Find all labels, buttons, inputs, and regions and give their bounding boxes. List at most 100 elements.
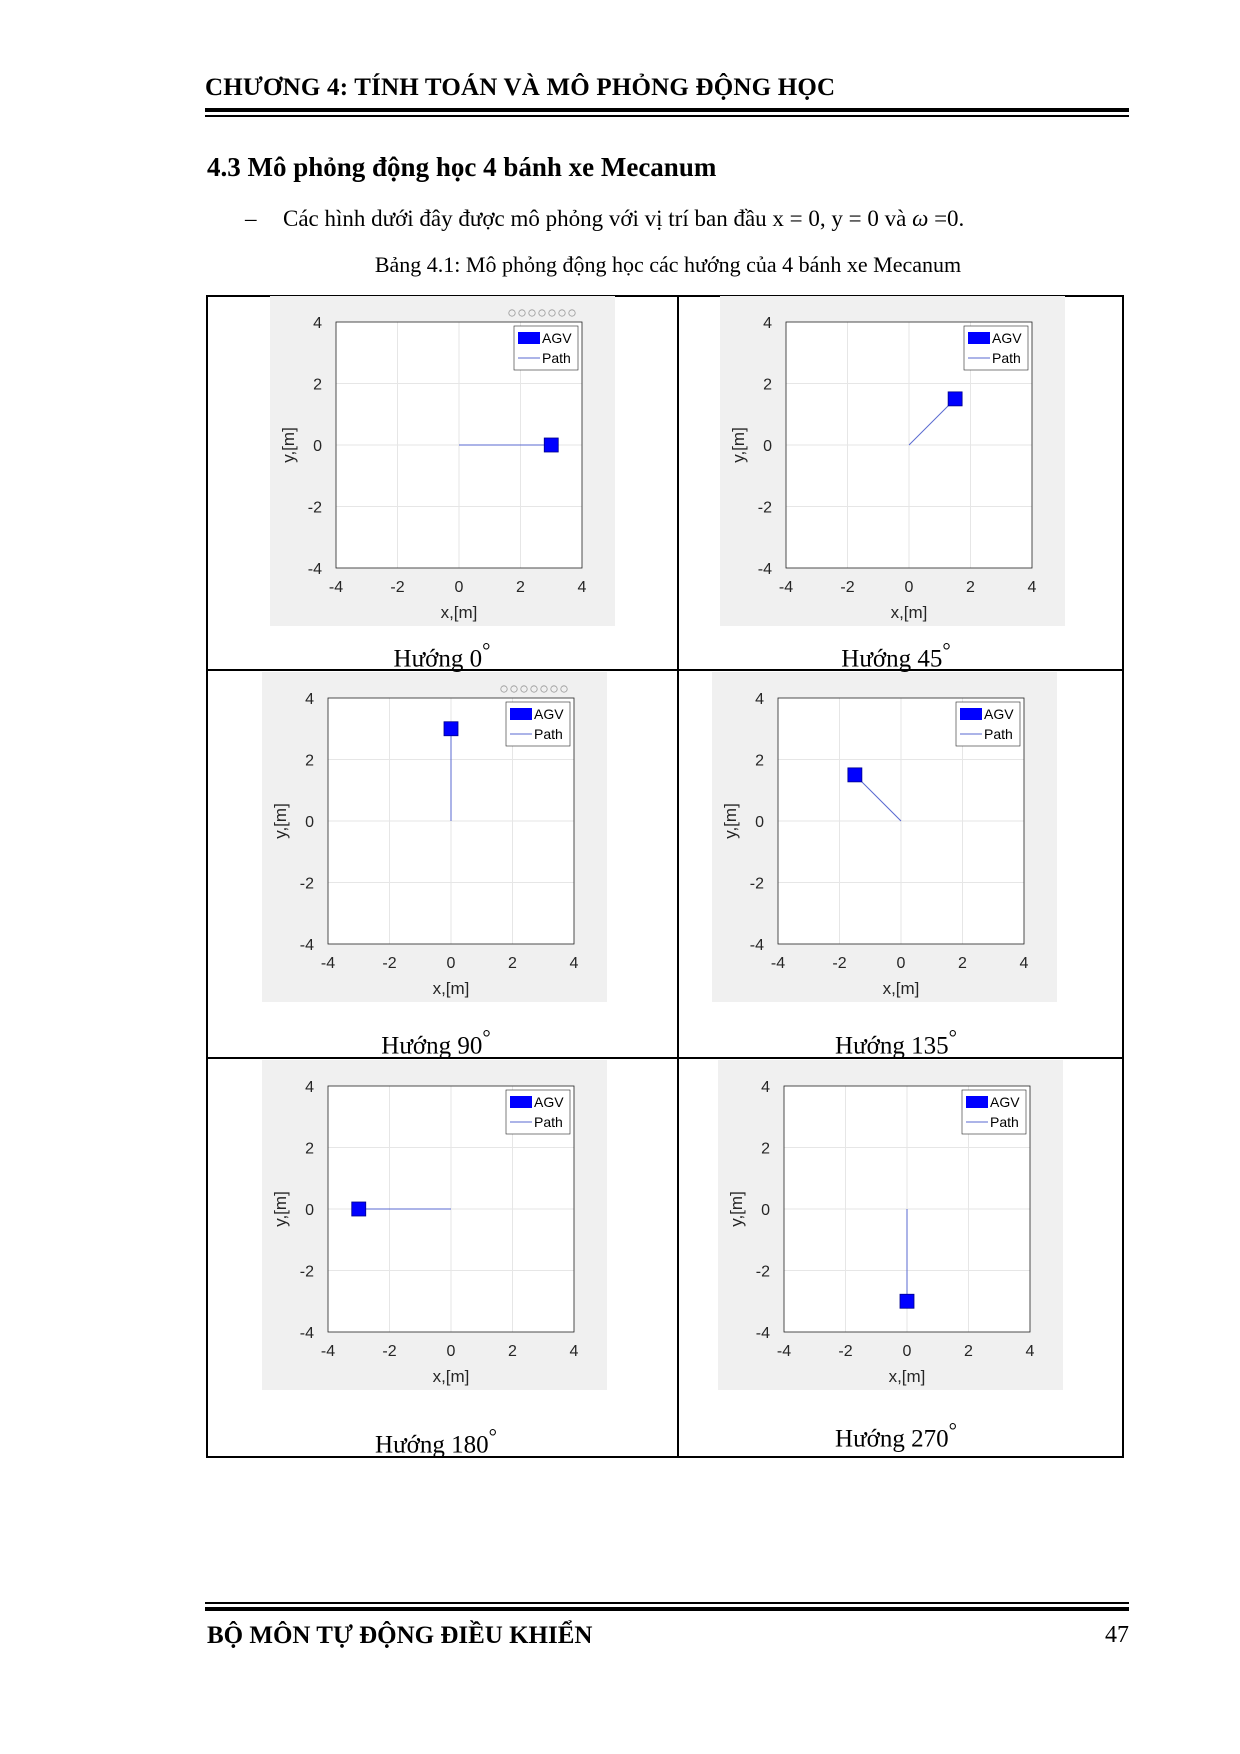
axes-box	[777, 697, 1025, 945]
x-tick-label: 0	[897, 955, 906, 972]
x-tick-label: -2	[382, 1343, 396, 1360]
x-tick-label: 0	[447, 1343, 456, 1360]
label-heading-90: Hướng 90°	[381, 1025, 491, 1060]
agv-marker	[543, 437, 559, 453]
x-tick-label: 4	[570, 1343, 579, 1360]
y-tick-label: -2	[300, 1264, 314, 1281]
y-tick-label: -2	[756, 1264, 770, 1281]
toolbar-glyph-icon	[528, 309, 536, 317]
y-tick-label: 0	[305, 1202, 314, 1219]
toolbar-glyph-icon	[560, 685, 568, 693]
chapter-header: CHƯƠNG 4: TÍNH TOÁN VÀ MÔ PHỎNG ĐỘNG HỌC	[205, 74, 836, 101]
y-tick-label: -4	[308, 561, 322, 578]
toolbar-glyph-icon	[500, 685, 508, 693]
x-axis-label: x,[m]	[889, 1367, 926, 1386]
agv-marker	[443, 721, 459, 737]
y-tick-label: 4	[305, 1079, 314, 1096]
y-tick-label: 0	[313, 438, 322, 455]
x-tick-label: -4	[771, 955, 785, 972]
toolbar-glyph-icon	[548, 309, 556, 317]
toolbar-glyph-icon	[530, 685, 538, 693]
path-line	[854, 774, 902, 822]
label-heading-270: Hướng 270°	[835, 1418, 957, 1453]
plot-svg: -4 -4 -2 -2 0 0 2 2 4 4 x,[m] y,[m] AGV Path	[712, 672, 1057, 1002]
y-tick-label: -4	[758, 561, 772, 578]
label-heading-45: Hướng 45°	[841, 638, 951, 673]
label-heading-0: Hướng 0°	[393, 638, 491, 673]
legend-agv-label: AGV	[534, 1094, 564, 1110]
y-axis-label: y,[m]	[721, 803, 740, 839]
y-axis-label: y,[m]	[279, 427, 298, 463]
header-rule-thick	[205, 108, 1129, 112]
y-tick-label: 0	[761, 1202, 770, 1219]
x-tick-label: -4	[779, 579, 793, 596]
legend-agv-swatch	[960, 708, 982, 720]
plot-svg: -4 -4 -2 -2 0 0 2 2 4 4 x,[m] y,[m] AGV Path	[720, 296, 1065, 626]
x-axis-label: x,[m]	[433, 979, 470, 998]
legend-path-label: Path	[534, 726, 563, 742]
footer-rule-thin	[205, 1602, 1129, 1604]
y-axis-label: y,[m]	[271, 803, 290, 839]
axes-box	[785, 321, 1033, 569]
plot-heading-0: -4 -4 -2 -2 0 0 2 2 4 4 x,[m] y,[m] AGV Path	[270, 296, 615, 626]
y-tick-label: -4	[750, 937, 764, 954]
x-tick-label: 0	[903, 1343, 912, 1360]
figure-toolbar-icon	[508, 309, 576, 317]
legend-path-label: Path	[990, 1114, 1019, 1130]
legend-agv-label: AGV	[990, 1094, 1020, 1110]
x-tick-label: 4	[1028, 579, 1037, 596]
y-tick-label: -2	[300, 876, 314, 893]
axes-box	[783, 1085, 1031, 1333]
agv-marker	[899, 1293, 915, 1309]
axes-box	[335, 321, 583, 569]
path-line	[908, 398, 956, 446]
plot-svg: -4 -4 -2 -2 0 0 2 2 4 4 x,[m] y,[m] AGV Path	[262, 1060, 607, 1390]
x-tick-label: 4	[578, 579, 587, 596]
table-caption-text: Bảng 4.1: Mô phỏng động học các hướng củ…	[374, 252, 962, 277]
x-tick-label: 0	[905, 579, 914, 596]
x-tick-label: -2	[840, 579, 854, 596]
toolbar-glyph-icon	[558, 309, 566, 317]
y-tick-label: 2	[305, 753, 314, 770]
label-heading-135: Hướng 135°	[835, 1025, 957, 1060]
x-tick-label: 2	[966, 579, 975, 596]
table-divider-vertical	[677, 295, 679, 1458]
y-tick-label: 4	[313, 315, 322, 332]
bullet-tail: =0.	[928, 206, 965, 231]
toolbar-glyph-icon	[568, 309, 576, 317]
plot-heading-90: -4 -4 -2 -2 0 0 2 2 4 4 x,[m] y,[m] AGV Path	[262, 672, 607, 1002]
x-tick-label: -4	[321, 1343, 335, 1360]
agv-marker	[847, 767, 863, 783]
y-tick-label: -4	[300, 1325, 314, 1342]
header-rule-thin	[205, 115, 1129, 117]
bullet-paragraph: – Các hình dưới đây được mô phỏng với vị …	[245, 206, 964, 232]
table-caption: Bảng 4.1: Mô phỏng động học các hướng củ…	[0, 252, 1240, 278]
axes-box	[327, 697, 575, 945]
toolbar-glyph-icon	[540, 685, 548, 693]
x-tick-label: -2	[832, 955, 846, 972]
x-axis-label: x,[m]	[891, 603, 928, 622]
y-tick-label: 4	[755, 691, 764, 708]
section-title: 4.3 Mô phỏng động học 4 bánh xe Mecanum	[207, 152, 717, 182]
toolbar-glyph-icon	[520, 685, 528, 693]
legend-agv-label: AGV	[984, 706, 1014, 722]
x-tick-label: 0	[447, 955, 456, 972]
toolbar-glyph-icon	[510, 685, 518, 693]
plot-svg: -4 -4 -2 -2 0 0 2 2 4 4 x,[m] y,[m] AGV Path	[270, 296, 615, 626]
x-axis-label: x,[m]	[441, 603, 478, 622]
x-tick-label: -4	[777, 1343, 791, 1360]
x-tick-label: -2	[390, 579, 404, 596]
legend-path-label: Path	[984, 726, 1013, 742]
y-tick-label: -4	[756, 1325, 770, 1342]
x-tick-label: 4	[1026, 1343, 1035, 1360]
y-tick-label: -2	[750, 876, 764, 893]
x-tick-label: -4	[321, 955, 335, 972]
legend-path-label: Path	[542, 350, 571, 366]
legend-agv-label: AGV	[534, 706, 564, 722]
table-divider-row-2	[206, 1057, 1124, 1059]
legend-path-label: Path	[992, 350, 1021, 366]
y-tick-label: 0	[763, 438, 772, 455]
legend-agv-swatch	[968, 332, 990, 344]
legend-agv-label: AGV	[542, 330, 572, 346]
x-tick-label: 2	[964, 1343, 973, 1360]
